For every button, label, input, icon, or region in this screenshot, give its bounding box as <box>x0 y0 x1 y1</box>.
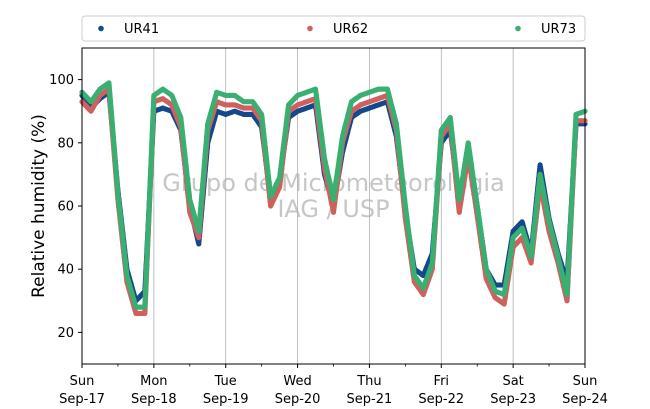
y-tick-label: 40 <box>57 263 74 278</box>
x-tick-label-weekday: Sun <box>573 374 598 389</box>
x-tick-label-weekday: Sat <box>502 374 523 389</box>
x-tick-label-date: Sep-19 <box>203 392 249 407</box>
x-axis: Sun Sep-17 Mon Sep-18 Tue Sep-19 Wed Sep-20 Thu S… <box>59 364 608 407</box>
y-tick-label: 100 <box>49 73 74 88</box>
x-tick-label-date: Sep-18 <box>131 392 177 407</box>
x-tick-label-date: Sep-17 <box>59 392 105 407</box>
x-tick-label-weekday: Thu <box>356 374 381 389</box>
x-tick-label-weekday: Wed <box>283 374 311 389</box>
x-tick-label-weekday: Mon <box>140 374 167 389</box>
x-tick-label-date: Sep-23 <box>490 392 536 407</box>
legend-label-ur41: UR41 <box>124 22 159 37</box>
series-ur73 <box>79 80 588 310</box>
legend[interactable]: UR41 UR62 UR73 <box>81 15 586 42</box>
y-axis: 20 40 60 80 100 <box>49 73 82 341</box>
y-tick-label: 20 <box>57 326 74 341</box>
y-axis-title: Relative humidity (%) <box>29 114 49 298</box>
x-tick-label-weekday: Sun <box>70 374 95 389</box>
legend-marker-ur73 <box>515 25 521 32</box>
x-tick-label-date: Sep-21 <box>347 392 393 407</box>
plot-area: Grupo de Micrometeorologia IAG / USP <box>79 47 588 365</box>
x-tick-label-date: Sep-20 <box>275 392 321 407</box>
legend-marker-ur41 <box>98 25 104 32</box>
legend-marker-ur62 <box>307 25 313 32</box>
y-tick-label: 80 <box>57 136 74 151</box>
series-layer <box>79 80 588 316</box>
x-tick-label-weekday: Tue <box>214 374 237 389</box>
x-tick-label-date: Sep-24 <box>562 392 608 407</box>
legend-label-ur62: UR62 <box>333 22 368 37</box>
x-tick-label-weekday: Fri <box>434 374 450 389</box>
x-tick-label-date: Sep-22 <box>418 392 464 407</box>
y-tick-label: 60 <box>57 200 74 215</box>
legend-label-ur73: UR73 <box>541 22 576 37</box>
